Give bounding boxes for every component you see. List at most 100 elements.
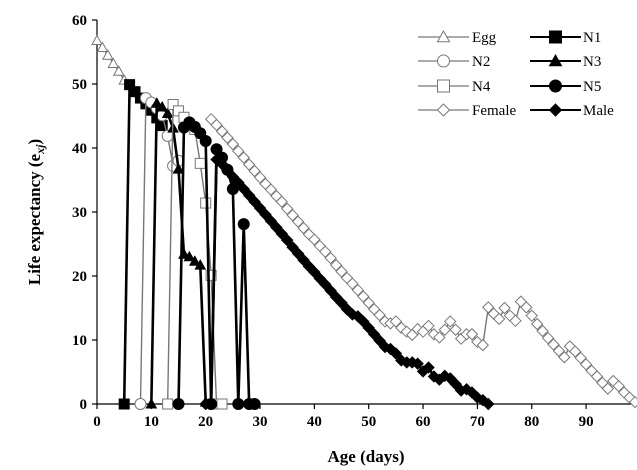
data-point-female [237,151,250,164]
data-point-n4 [205,269,217,281]
data-point-female [612,379,625,393]
y-axis-title-close: ) [25,139,44,145]
legend-marker [548,53,563,67]
legend: Egg N1 N2 N3 N4 N5 Female Male [418,29,614,119]
y-ticks: 0 10 20 30 40 50 60 [72,13,97,413]
legend-item-n3: N3 [530,53,601,70]
data-point-female [492,312,506,326]
data-point-male [237,182,250,196]
data-point-male [215,157,229,171]
y-tick-label: 30 [72,205,87,221]
data-point-n5 [232,398,245,410]
data-point-female [253,171,267,184]
y-axis-title: Life expectancy (exj) [25,139,47,285]
data-point-egg [102,49,114,60]
legend-label: N2 [472,54,490,70]
data-point-female [221,131,234,144]
legend-marker [437,54,450,68]
x-tick-label: 90 [579,414,594,430]
data-point-male [270,221,283,234]
legend-item-n5: N5 [530,79,601,95]
legend-marker [437,79,450,93]
data-point-n1 [118,398,130,410]
y-tick-label: 20 [72,269,87,285]
legend-label: N4 [472,79,491,95]
data-point-male [297,253,310,267]
data-point-female [362,296,375,310]
legend-marker [549,30,562,44]
data-point-female [275,195,288,208]
data-point-female [329,258,343,272]
data-point-female [541,331,555,345]
data-point-female [530,317,544,331]
data-point-male [367,328,381,341]
data-point-male [422,361,435,374]
x-tick-label: 10 [144,414,159,430]
data-point-male [335,296,348,310]
x-tick-label: 0 [93,414,101,430]
data-point-female [232,144,245,158]
x-tick-label: 60 [416,414,431,430]
data-point-female [628,395,637,409]
legend-marker [548,103,563,117]
data-point-male [324,284,337,297]
data-point-n5 [237,218,250,231]
legend-label: Female [472,103,516,119]
data-point-egg [112,65,125,76]
data-point-female [444,315,457,328]
data-point-female [264,183,278,196]
data-point-male [259,208,272,221]
legend-label: N5 [583,79,601,95]
x-tick-label: 40 [307,414,322,430]
series-male [199,153,495,411]
data-point-n3 [188,255,201,266]
data-point-male [482,397,495,411]
data-point-female [357,290,370,303]
data-point-female [297,221,310,235]
data-point-female [319,245,332,258]
data-point-male [204,397,218,411]
series-n5 [172,116,261,410]
data-point-n3 [194,259,207,270]
data-point-female [569,345,582,358]
x-tick-label: 70 [470,414,485,430]
data-point-n5 [248,398,261,410]
data-point-n3 [156,101,169,112]
data-point-male [308,265,321,279]
data-point-female [498,301,511,315]
data-point-female [226,137,240,151]
data-point-male [411,357,424,370]
data-point-male [221,164,234,177]
data-point-female [525,309,538,322]
data-point-female [433,331,446,344]
data-point-female [286,208,299,222]
y-tick-label: 10 [72,333,87,349]
legend-item-n4: N4 [418,79,491,95]
data-point-n3 [161,107,174,118]
legend-marker [549,79,562,93]
data-point-female [324,251,337,265]
x-ticks: 0 10 20 30 40 50 60 70 80 90 [93,404,594,430]
x-tick-label: 80 [524,414,539,430]
data-point-female [335,265,348,278]
x-tick-label: 50 [361,414,376,430]
data-point-female [579,358,593,371]
data-point-n3 [150,97,163,108]
data-point-female [590,370,604,383]
data-point-male [232,176,245,189]
data-point-female [346,277,359,290]
data-point-n4 [162,398,174,410]
legend-item-n1: N1 [530,30,601,46]
data-point-female [351,283,365,297]
data-point-female [547,338,560,351]
data-point-female [248,164,261,178]
series-n2 [134,92,185,410]
series-layer [91,34,637,411]
data-point-female [552,344,566,358]
data-point-n3 [172,163,185,174]
data-point-egg [96,41,109,53]
data-point-female [215,125,229,138]
data-point-male [357,315,370,328]
data-point-female [242,158,256,171]
